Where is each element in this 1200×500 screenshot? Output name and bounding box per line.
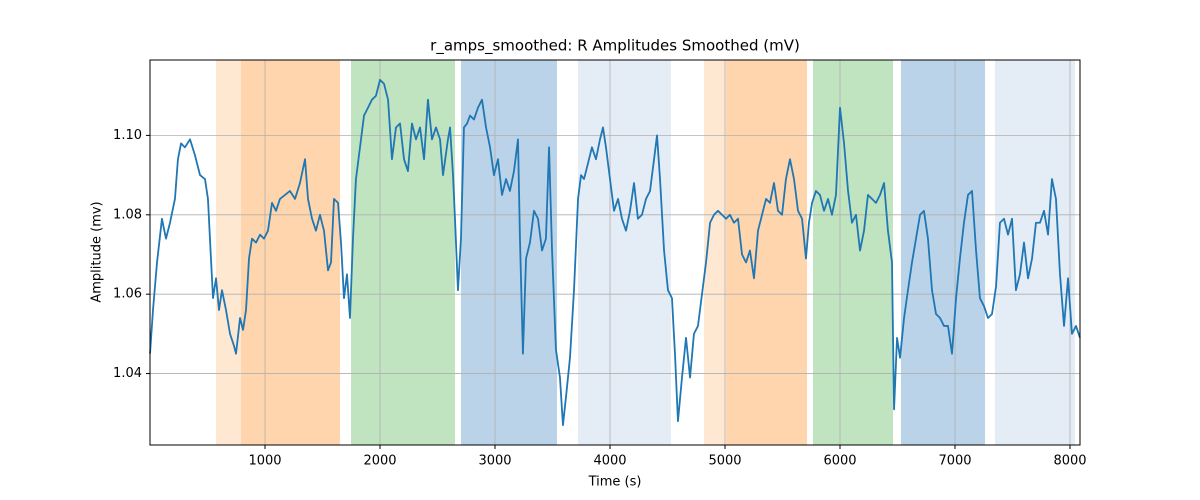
x-tick-label: 2000 bbox=[363, 454, 396, 469]
plot-frame bbox=[149, 59, 1081, 446]
shaded-span bbox=[351, 60, 455, 445]
shaded-span bbox=[460, 60, 557, 445]
x-tick-label: 7000 bbox=[938, 454, 971, 469]
y-tick-label: 1.10 bbox=[113, 128, 142, 143]
y-tick-label: 1.04 bbox=[113, 366, 142, 381]
x-tick-label: 5000 bbox=[708, 454, 741, 469]
x-tick-label: 4000 bbox=[593, 454, 626, 469]
shaded-span bbox=[812, 60, 894, 445]
y-tick-label: 1.08 bbox=[113, 207, 142, 222]
x-tick-label: 3000 bbox=[478, 454, 511, 469]
x-tick-label: 1000 bbox=[248, 454, 281, 469]
y-axis-label: Amplitude (mv) bbox=[90, 201, 105, 302]
x-axis-label: Time (s) bbox=[588, 475, 642, 490]
shaded-span bbox=[578, 60, 671, 445]
y-tick-label: 1.06 bbox=[113, 287, 142, 302]
shaded-span bbox=[240, 60, 340, 445]
shaded-span bbox=[726, 60, 807, 445]
shaded-span bbox=[216, 60, 241, 445]
shaded-span bbox=[995, 60, 1075, 445]
shaded-span bbox=[900, 60, 986, 445]
x-tick-label: 6000 bbox=[823, 454, 856, 469]
shaded-span bbox=[703, 60, 727, 445]
x-tick-label: 8000 bbox=[1053, 454, 1086, 469]
chart-title: r_amps_smoothed: R Amplitudes Smoothed (… bbox=[430, 37, 800, 56]
data-line bbox=[149, 78, 1081, 427]
